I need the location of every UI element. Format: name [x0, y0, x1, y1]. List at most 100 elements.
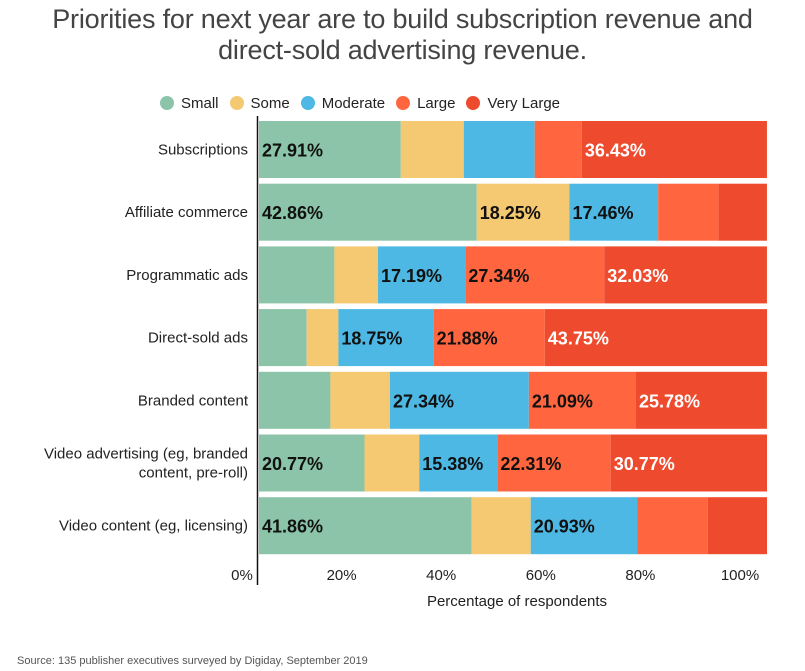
x-tick-label-0pct: 0% [231, 567, 253, 584]
x-tick-label-80pct: 80% [625, 567, 655, 584]
category-label-line: Affiliate commerce [125, 204, 248, 221]
legend-label-moderate: Moderate [321, 94, 386, 112]
legend-swatch-moderate [300, 96, 315, 110]
category-label-affiliate-commerce: Affiliate commerce [125, 204, 248, 221]
legend-swatch-some [229, 96, 244, 110]
bar-segment-programmatic-ads-some [334, 246, 379, 304]
bar-segment-subscriptions-small [259, 121, 401, 178]
legend-label-very-large: Very Large [487, 94, 560, 112]
category-label-line: Programmatic ads [126, 267, 248, 284]
legend-swatch-small [160, 96, 174, 110]
bar-segment-affiliate-commerce-small [259, 183, 477, 241]
category-label-line: Direct-sold ads [148, 330, 248, 347]
category-label-subscriptions: Subscriptions [158, 142, 248, 159]
category-label-line: Video advertising (eg, branded [44, 446, 248, 463]
x-axis-ticks: 0% 20% 40% 60% 80% 100% [231, 567, 759, 584]
bar-segment-programmatic-ads-small [259, 246, 335, 304]
legend-item-small: Small [160, 95, 219, 112]
value-label-video-advertising-eg-branded-content-pre-roll-large: 22.31% [500, 454, 561, 474]
chart-title-line-2: direct-sold advertising revenue. [218, 35, 587, 65]
bar-segment-subscriptions-very-large [581, 121, 767, 178]
bar-segment-video-advertising-eg-branded-content-pre-roll-some [364, 434, 420, 492]
value-label-affiliate-commerce-some: 18.25% [480, 203, 541, 223]
chart-title: Priorities for next year are to build su… [0, 4, 805, 66]
bars-group [259, 121, 768, 555]
bar-segment-video-advertising-eg-branded-content-pre-roll-large [497, 434, 611, 492]
chart-title-line-1: Priorities for next year are to build su… [52, 4, 753, 34]
bar-segment-subscriptions-large [534, 121, 582, 178]
category-label-direct-sold-ads: Direct-sold ads [148, 330, 248, 347]
x-axis-title: Percentage of respondents [427, 593, 607, 610]
legend-swatch-very-large [466, 96, 481, 110]
bar-segment-video-content-eg-licensing-very-large [707, 497, 767, 555]
value-labels: 27.91% 36.43% 42.86% 18.25% 17.46% 17.19% 27.3… [262, 141, 700, 537]
bar-segment-branded-content-small [259, 371, 331, 429]
bar-segment-subscriptions-some [400, 121, 464, 178]
bar-segment-branded-content-very-large [635, 371, 767, 429]
legend-swatch-large [396, 96, 411, 110]
source-note: Source: 135 publisher executives surveye… [17, 655, 368, 667]
bar-segment-direct-sold-ads-moderate [338, 309, 434, 367]
value-label-direct-sold-ads-very-large: 43.75% [548, 329, 609, 349]
category-label-line: Subscriptions [158, 142, 248, 159]
bar-segment-branded-content-some [330, 371, 390, 429]
bar-segment-direct-sold-ads-very-large [544, 309, 768, 367]
legend-item-large: Large [396, 95, 455, 112]
bar-segment-branded-content-large [528, 371, 636, 429]
legend-label-some: Some [250, 94, 290, 112]
category-label-branded-content: Branded content [138, 392, 249, 409]
legend: Small Some Moderate Large Very Large [160, 93, 571, 113]
value-label-affiliate-commerce-moderate: 17.46% [572, 203, 633, 223]
bar-segment-affiliate-commerce-very-large [718, 183, 767, 241]
value-label-affiliate-commerce-small: 42.86% [262, 203, 323, 223]
value-label-video-advertising-eg-branded-content-pre-roll-very-large: 30.77% [614, 454, 675, 474]
category-label-line: content, pre-roll) [139, 465, 248, 482]
bar-segment-video-advertising-eg-branded-content-pre-roll-small [259, 434, 365, 492]
bar-segment-video-advertising-eg-branded-content-pre-roll-moderate [419, 434, 498, 492]
category-label-video-content-eg-licensing: Video content (eg, licensing) [59, 518, 248, 535]
category-label-line: Video content (eg, licensing) [59, 518, 248, 535]
legend-item-very-large: Very Large [466, 95, 560, 112]
bar-segment-video-advertising-eg-branded-content-pre-roll-very-large [610, 434, 767, 492]
category-label-video-advertising-eg-branded-content-pre-roll: Video advertising (eg, branded content, p… [44, 446, 248, 482]
value-label-subscriptions-very-large: 36.43% [585, 141, 646, 161]
value-label-programmatic-ads-large: 27.34% [468, 266, 529, 286]
value-label-video-advertising-eg-branded-content-pre-roll-small: 20.77% [262, 454, 323, 474]
bar-segment-video-content-eg-licensing-large [637, 497, 708, 555]
bar-segment-affiliate-commerce-moderate [569, 183, 659, 241]
category-label-line: Branded content [138, 392, 249, 409]
value-label-video-content-eg-licensing-moderate: 20.93% [534, 517, 595, 537]
bar-segment-subscriptions-moderate [463, 121, 535, 178]
bar-segment-affiliate-commerce-some [476, 183, 570, 241]
value-label-branded-content-large: 21.09% [532, 391, 593, 411]
bar-segment-direct-sold-ads-large [433, 309, 545, 367]
value-label-video-advertising-eg-branded-content-pre-roll-moderate: 15.38% [422, 454, 483, 474]
bar-segment-programmatic-ads-large [465, 246, 605, 304]
legend-item-moderate: Moderate [300, 94, 386, 112]
x-tick-label-60pct: 60% [526, 567, 556, 584]
value-label-programmatic-ads-moderate: 17.19% [381, 266, 442, 286]
value-label-direct-sold-ads-large: 21.88% [437, 329, 498, 349]
value-label-branded-content-very-large: 25.78% [639, 391, 700, 411]
bar-segment-video-content-eg-licensing-some [471, 497, 531, 555]
bar-segment-branded-content-moderate [389, 371, 529, 429]
x-tick-label-100pct: 100% [721, 567, 759, 584]
x-tick-label-20pct: 20% [327, 567, 357, 584]
bar-segment-programmatic-ads-very-large [604, 246, 767, 304]
legend-label-large: Large [417, 94, 456, 112]
legend-label-small: Small [181, 94, 219, 112]
bar-segment-affiliate-commerce-large [658, 183, 719, 241]
bar-segment-programmatic-ads-moderate [378, 246, 466, 304]
value-label-video-content-eg-licensing-small: 41.86% [262, 517, 323, 537]
bar-segment-video-content-eg-licensing-moderate [530, 497, 638, 555]
bar-segment-direct-sold-ads-some [306, 309, 339, 367]
bar-segment-video-content-eg-licensing-small [259, 497, 472, 555]
value-label-programmatic-ads-very-large: 32.03% [607, 266, 668, 286]
value-label-branded-content-moderate: 27.34% [393, 391, 454, 411]
category-labels: Subscriptions Affiliate commerce Programma… [44, 142, 249, 535]
value-label-subscriptions-small: 27.91% [262, 141, 323, 161]
value-label-direct-sold-ads-moderate: 18.75% [341, 329, 402, 349]
bar-segment-direct-sold-ads-small [259, 309, 307, 367]
legend-item-some: Some [229, 94, 290, 112]
